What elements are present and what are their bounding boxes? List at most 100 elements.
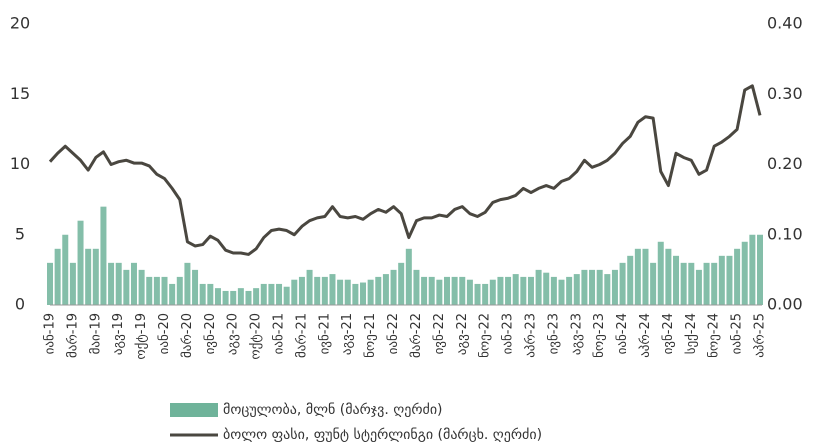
volume-bar [436,279,443,305]
y-tick-label: 15 [10,84,30,103]
volume-bar [451,276,458,305]
volume-bar [77,220,84,305]
volume-bar [734,248,741,305]
y2-tick-label: 0.20 [767,154,803,173]
volume-bar [428,276,435,305]
volume-bar [642,248,649,305]
y2-tick-label: 0.30 [767,84,803,103]
x-tick-label: აგვ-20 [226,313,241,355]
volume-bar [573,274,580,305]
volume-bar [520,276,527,305]
volume-bar [497,276,504,305]
volume-bar [344,279,351,305]
volume-bar [115,262,122,305]
volume-bar [390,269,397,305]
x-tick-label: იან-23 [501,313,516,354]
volume-bar [245,290,252,305]
volume-bar [222,290,229,305]
volume-bar [589,269,596,305]
volume-bar [161,276,168,305]
legend-label: ბოლო ფასი, ფუნტ სტერლინგი (მარცხ. ღერძი) [223,426,542,443]
volume-bar [253,288,260,305]
volume-bar [283,286,290,305]
volume-bar [184,262,191,305]
volume-bar [543,272,550,305]
legend-label: მოცულობა, მლნ (მარჯვ. ღერძი) [223,401,443,418]
volume-bar [657,241,664,305]
y-tick-label: 5 [15,224,25,243]
x-tick-label: ნოე-22 [478,313,493,358]
volume-bar [634,248,641,305]
volume-bar [405,248,412,305]
x-tick-label: მაი-19 [88,313,103,354]
volume-bar [604,274,611,305]
volume-bar [673,255,680,305]
x-tick-label: ნოე-24 [707,313,722,358]
volume-bar [314,276,321,305]
volume-bar [237,288,244,305]
volume-bar [558,279,565,305]
volume-bar [268,283,275,305]
volume-bar [627,255,634,305]
volume-bar [321,276,328,305]
volume-bar [100,206,107,305]
volume-bar [749,234,756,305]
volume-bar [718,255,725,305]
volume-bar [466,279,473,305]
x-tick-label: აგვ-23 [569,313,584,355]
volume-bar [276,283,283,305]
volume-bar [413,269,420,305]
volume-bar [512,274,519,305]
x-tick-label: მარ-19 [65,313,80,358]
volume-bar [619,262,626,305]
volume-bar [527,276,534,305]
x-tick-label: იან-19 [43,313,58,354]
volume-bar [695,269,702,305]
volume-bar [192,269,199,305]
volume-bar [47,262,53,305]
volume-bar [421,276,428,305]
y2-tick-label: 0.00 [767,295,803,314]
x-tick-label: მარ-21 [294,313,309,358]
volume-bar [680,262,687,305]
volume-bar [566,276,573,305]
x-tick-label: იან-22 [386,313,401,354]
volume-bar [153,276,160,305]
volume-bar [199,283,206,305]
volume-bar [535,269,542,305]
volume-bar [665,248,672,305]
volume-bar [596,269,603,305]
volume-bar [757,234,763,305]
volume-bar [550,276,557,305]
volume-bar [337,279,344,305]
volume-bar [688,262,695,305]
y-tick-label: 10 [10,154,30,173]
volume-bar [741,241,748,305]
x-tick-label: აგვ-21 [340,313,355,355]
y-tick-label: 0 [15,295,25,314]
x-tick-label: სექ-24 [684,313,699,354]
volume-bar [169,283,176,305]
x-tick-label: იან-20 [157,313,172,354]
volume-bar [214,288,221,305]
volume-bar [650,262,657,305]
volume-bar [489,279,496,305]
volume-bar [581,269,588,305]
x-tick-label: აპრ-23 [523,313,538,358]
volume-bar [360,282,367,305]
volume-bar [398,262,405,305]
volume-bar [62,234,69,305]
x-tick-label: ოქტ-19 [134,313,149,360]
volume-bar [230,290,237,305]
y2-tick-label: 0.10 [767,224,803,243]
volume-bar [69,262,76,305]
x-tick-label: ივნ-23 [546,313,561,354]
volume-bar [92,248,99,305]
volume-bar [54,248,61,305]
volume-bar [130,262,137,305]
x-tick-label: აგვ-22 [455,313,470,355]
x-tick-label: აპრ-25 [753,313,768,358]
volume-bar [123,269,130,305]
y-tick-label: 20 [10,14,30,33]
